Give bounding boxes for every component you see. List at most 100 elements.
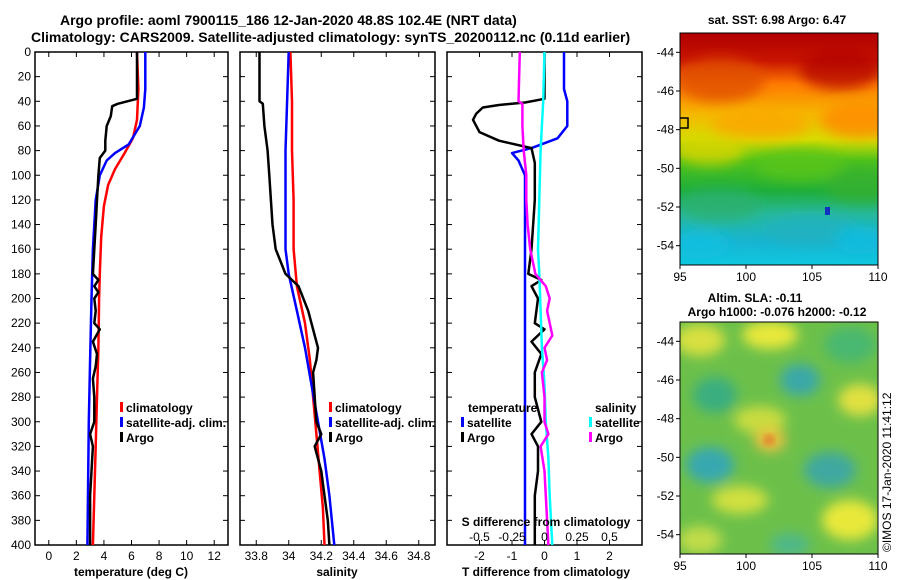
xtick-label: 1: [574, 549, 581, 563]
sst-map-axes: 95 100 105 110 -44 -46 -48 -50 -52 -54: [657, 45, 888, 284]
ytick-label: 340: [11, 464, 31, 478]
temperature-xlabel: temperature (deg C): [74, 565, 188, 579]
ytick-label: 300: [11, 415, 31, 429]
map-ytick-label: -46: [657, 84, 675, 98]
imos-credit: ©IMOS 17-Jan-2020 11:41:12: [880, 392, 894, 552]
legend-label-argo: Argo: [126, 431, 154, 445]
series-line-salinity-satellite: [536, 52, 554, 545]
legend-swatch-s-satellite: [589, 417, 592, 427]
sla-map-image: [680, 322, 878, 554]
salinity-panel-frame: [239, 51, 436, 546]
xtick-label: -1: [507, 549, 518, 563]
ytick-label: 200: [11, 292, 31, 306]
s-xtick-label: -0.5: [469, 530, 490, 544]
figure-title-line2: Climatology: CARS2009. Satellite-adjuste…: [31, 29, 631, 45]
xtick-label: 2: [606, 549, 613, 563]
map-ytick-label: -44: [657, 334, 675, 348]
map-ytick-label: -50: [657, 161, 675, 175]
map-xtick-label: 105: [802, 559, 822, 573]
xtick-label: 33.8: [245, 549, 269, 563]
sla-patches: [680, 322, 878, 554]
sla-high-spot: [763, 434, 775, 446]
s-xtick-label: 0: [541, 530, 548, 544]
series-line-satellite-adj-clim-: [86, 52, 147, 545]
temperature-panel-frame: [34, 51, 229, 546]
ytick-label: 400: [11, 538, 31, 552]
s-xtick-label: 0.5: [601, 530, 618, 544]
map-ytick-label: -52: [657, 489, 675, 503]
series-line-satellite-adj-clim-: [284, 52, 336, 545]
salinity-legend: climatology satellite-adj. clim. Argo: [329, 401, 435, 445]
xtick-label: 34.8: [407, 549, 431, 563]
legend-swatch-climatology: [329, 402, 332, 412]
legend-label-s-argo: Argo: [595, 431, 623, 445]
legend-heading-salinity: salinity: [595, 401, 637, 415]
xtick-label: 8: [156, 549, 163, 563]
map-ytick-label: -50: [657, 450, 675, 464]
sst-map-title: sat. SST: 6.98 Argo: 6.47: [708, 13, 847, 27]
series-line-argo: [258, 52, 331, 545]
salinity-axes: 33.8 34 34.2 34.4 34.6 34.8: [240, 51, 435, 563]
legend-label-satellite: satellite-adj. clim.: [126, 416, 226, 430]
xtick-label: 2: [73, 549, 80, 563]
argo-location-marker: [680, 117, 689, 129]
ytick-label: 0: [24, 45, 31, 59]
ytick-label: 20: [18, 70, 32, 84]
salinity-series: [258, 52, 336, 545]
legend-swatch-argo: [329, 432, 332, 442]
xtick-label: 4: [101, 549, 108, 563]
xtick-label: 6: [128, 549, 135, 563]
legend-label-climatology: climatology: [126, 401, 193, 415]
map-xtick-label: 100: [736, 559, 756, 573]
temperature-series: [86, 52, 147, 545]
legend-swatch-s-argo: [589, 432, 592, 442]
sla-map-axes: 95 100 105 110 -44 -46 -48 -50 -52 -54: [657, 334, 888, 573]
legend-swatch-t-argo: [461, 432, 464, 442]
map-xtick-label: 110: [868, 559, 887, 573]
xtick-label: 0: [541, 549, 548, 563]
difference-legend: temperature satellite Argo salinity sate…: [461, 401, 640, 445]
xtick-label: -2: [474, 549, 485, 563]
ytick-label: 120: [11, 193, 31, 207]
xtick-label: 0: [45, 549, 52, 563]
ytick-label: 360: [11, 489, 31, 503]
map-ytick-label: -46: [657, 373, 675, 387]
sst-patches: [680, 50, 878, 259]
difference-xlabel: T difference from climatology: [462, 565, 630, 579]
salinity-difference-ticklabels: -0.5 -0.25 0 0.25 0.5: [469, 530, 618, 544]
ytick-label: 320: [11, 439, 31, 453]
series-line-climatology: [289, 52, 326, 545]
ytick-label: 100: [11, 168, 31, 182]
ytick-label: 80: [18, 144, 32, 158]
series-line-argo: [88, 52, 139, 545]
map-ytick-label: -44: [657, 45, 675, 59]
xtick-label: 34.6: [375, 549, 399, 563]
legend-label-satellite: satellite-adj. clim.: [335, 416, 435, 430]
s-xtick-label: 0.25: [565, 530, 589, 544]
ytick-label: 260: [11, 365, 31, 379]
map-xtick-label: 105: [802, 270, 822, 284]
map-ytick-label: -48: [657, 412, 675, 426]
ytick-label: 160: [11, 242, 31, 256]
legend-label-t-argo: Argo: [467, 431, 495, 445]
figure-title-line1: Argo profile: aoml 7900115_186 12-Jan-20…: [60, 12, 517, 28]
difference-series: [471, 52, 569, 545]
series-line-temperature-satellite: [510, 52, 569, 545]
map-xtick-label: 95: [673, 270, 687, 284]
sla-map-title-line2: Argo h1000: -0.076 h2000: -0.12: [688, 305, 867, 319]
xtick-label: 34.2: [310, 549, 334, 563]
series-line-climatology: [91, 52, 140, 545]
ytick-label: 240: [11, 341, 31, 355]
sst-map-frame: [679, 32, 879, 266]
series-line-salinity-argo: [517, 52, 554, 545]
ytick-label: 220: [11, 316, 31, 330]
sla-map-title-line1: Altim. SLA: -0.11: [708, 291, 803, 305]
map-xtick-label: 95: [673, 559, 687, 573]
legend-label-argo: Argo: [335, 431, 363, 445]
map-xtick-label: 100: [736, 270, 756, 284]
map-ytick-label: -48: [657, 123, 675, 137]
ytick-label: 180: [11, 267, 31, 281]
legend-label-t-satellite: satellite: [467, 416, 512, 430]
legend-label-s-satellite: satellite: [595, 416, 640, 430]
s-xtick-label: -0.25: [498, 530, 526, 544]
